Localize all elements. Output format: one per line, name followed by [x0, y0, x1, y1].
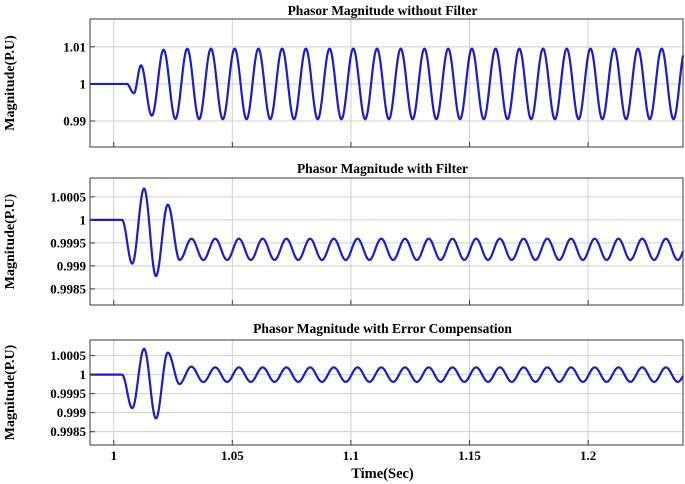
y-tick-label: 1.0005: [50, 189, 86, 204]
series-line: [89, 347, 684, 420]
axes-frame: [89, 177, 684, 306]
x-tick-label: 1.15: [458, 448, 481, 463]
y-tick-label: 0.9995: [50, 386, 86, 401]
chart-title: Phasor Magnitude with Filter: [297, 161, 468, 176]
y-tick-label: 0.9985: [50, 281, 86, 296]
y-tick-label: 0.999: [57, 405, 87, 420]
y-axis-label: Magnitude(P.U): [3, 344, 18, 440]
series-line: [89, 187, 685, 278]
y-tick-label: 0.99: [63, 114, 86, 129]
y-axis-label: Magnitude(P.U): [3, 193, 18, 289]
y-tick-label: 1.0005: [50, 348, 86, 363]
y-tick-label: 0.9995: [50, 235, 86, 250]
chart-title: Phasor Magnitude with Error Compensation: [253, 321, 512, 336]
x-tick-label: 1.1: [343, 448, 359, 463]
series-line: [89, 47, 685, 121]
y-axis-label: Magnitude(P.U): [3, 35, 18, 131]
chart-title: Phasor Magnitude without Filter: [288, 3, 478, 18]
x-tick-label: 1.05: [221, 448, 244, 463]
y-tick-label: 1: [80, 212, 87, 227]
x-tick-label: 1: [110, 448, 117, 463]
y-tick-label: 1: [80, 76, 87, 91]
x-tick-label: 1.2: [580, 448, 596, 463]
y-tick-label: 0.9985: [50, 424, 86, 439]
y-tick-label: 1.01: [63, 39, 86, 54]
y-tick-label: 1: [80, 367, 87, 382]
x-axis-label: Time(Sec): [351, 466, 414, 482]
y-tick-label: 0.999: [57, 258, 87, 273]
axes-frame: [89, 18, 684, 148]
axes-frame: [89, 339, 684, 446]
